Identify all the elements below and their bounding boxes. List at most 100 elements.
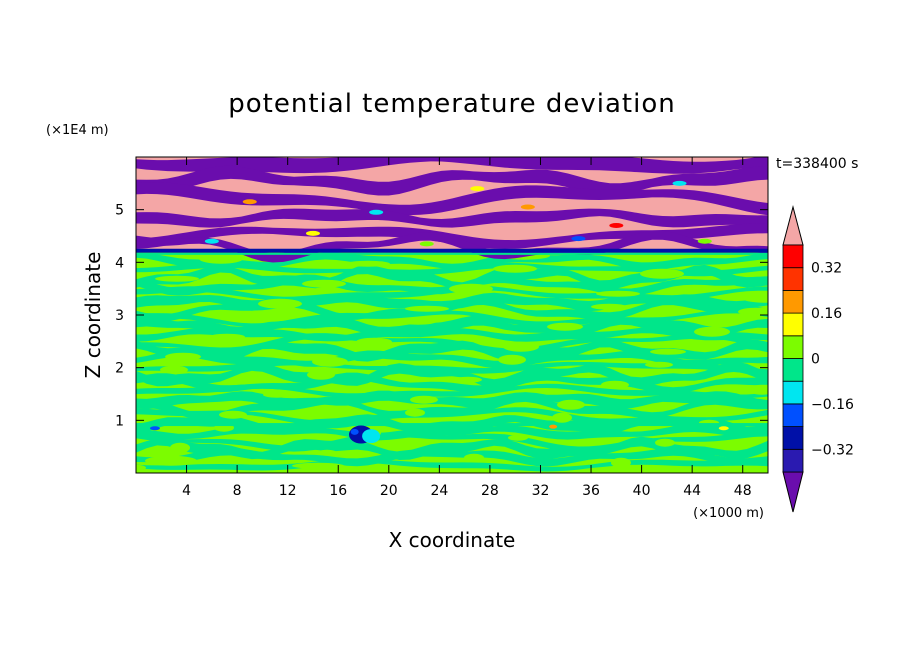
field-warm-spot <box>549 424 558 429</box>
x-tick-label: 8 <box>233 483 242 499</box>
field-blob <box>410 395 438 404</box>
field-blob <box>591 303 627 310</box>
field-band-neg <box>136 285 768 301</box>
field-fringe <box>609 222 624 228</box>
colorbar-extend-top <box>782 205 804 246</box>
field-blob <box>253 311 289 322</box>
field-blob <box>312 356 348 367</box>
y-axis: 1 2 3 4 5 <box>115 203 768 429</box>
colorbar-tick-label: −0.32 <box>811 442 854 458</box>
field-blob <box>552 412 572 423</box>
field-blob <box>145 455 197 466</box>
colorbar-tick-label: −0.16 <box>811 397 854 413</box>
plot-field <box>136 157 768 473</box>
field-band-neg <box>136 339 768 362</box>
field-thin-layer <box>136 423 768 427</box>
field-blob <box>199 253 243 264</box>
x-tick-label: 20 <box>380 483 398 499</box>
field-boundary <box>136 248 768 253</box>
field-fringe <box>470 186 485 192</box>
colorbar-tick-label: 0.16 <box>811 306 842 322</box>
y-tick-label: 5 <box>115 203 124 219</box>
colorbar-segment <box>782 358 804 382</box>
x-axis: 4 8 12 16 20 24 28 32 36 40 44 48 <box>182 157 752 499</box>
field-band-neg <box>136 252 768 271</box>
field-band-neg <box>136 430 768 452</box>
field-blob <box>655 438 675 447</box>
x-tick-label: 40 <box>633 483 651 499</box>
field-fringe <box>419 241 434 247</box>
field-blob <box>302 279 346 288</box>
colorbar-segment <box>782 426 804 450</box>
field-blob <box>694 326 730 337</box>
field-blob <box>596 290 640 297</box>
chart-title: potential temperature deviation <box>228 89 675 119</box>
field-blob <box>454 376 482 383</box>
field-blob <box>601 380 629 389</box>
field-band-neg <box>136 264 768 290</box>
field-blob <box>498 354 526 365</box>
y-axis-title: Z coordinate <box>81 252 105 379</box>
field-cool-patch <box>362 429 381 444</box>
field-band-neg <box>136 349 768 369</box>
x-tick-label: 48 <box>734 483 752 499</box>
field-blob <box>209 333 245 340</box>
field-fringe <box>697 238 712 244</box>
colorbar-extend-bottom <box>782 471 804 513</box>
field-band-neg <box>136 390 768 410</box>
field-blob <box>165 352 201 361</box>
field-band-neg <box>136 436 768 460</box>
y-tick-label: 2 <box>115 361 124 377</box>
colorbar-segment <box>782 448 804 473</box>
colorbar: 0.32 0.16 0 −0.16 −0.32 <box>782 205 854 513</box>
field-fringe <box>305 230 320 236</box>
x-tick-label: 44 <box>683 483 701 499</box>
x-unit-label: (×1000 m) <box>693 506 764 521</box>
field-blob <box>449 283 493 294</box>
colorbar-tick-label: 0 <box>811 352 820 368</box>
field-fringe <box>242 199 257 205</box>
x-tick-label: 36 <box>582 483 600 499</box>
field-fringe <box>672 180 687 186</box>
field-blob <box>704 406 732 413</box>
field-blob <box>557 399 585 410</box>
field-blob <box>170 442 190 453</box>
time-label: t=338400 s <box>776 156 858 172</box>
y-tick-label: 3 <box>115 308 124 324</box>
y-tick-label: 1 <box>115 413 124 429</box>
field-boundary-edge <box>136 252 768 255</box>
field-fringe <box>571 236 586 242</box>
field-cool-spot <box>149 426 160 431</box>
field-blob <box>650 348 686 355</box>
field-band-neg <box>136 447 768 467</box>
field-blob <box>258 298 302 309</box>
field-band-neg <box>136 407 768 426</box>
colorbar-segment <box>782 380 804 405</box>
x-axis-title: X coordinate <box>389 528 516 552</box>
field-blob <box>136 464 146 471</box>
field-fringe <box>369 209 384 215</box>
colorbar-segment <box>782 244 804 269</box>
field-band-purple <box>136 182 768 216</box>
field-blob <box>292 462 344 469</box>
field-band-neg <box>136 308 768 328</box>
field-warm-spot <box>718 426 729 431</box>
field-blob <box>748 384 768 395</box>
field-blob <box>493 264 537 273</box>
colorbar-segment <box>782 312 804 337</box>
field-band-purple <box>136 157 768 174</box>
field-blob <box>405 408 425 417</box>
colorbar-segment <box>782 403 804 427</box>
colorbar-segment <box>782 335 804 359</box>
field-blob <box>645 361 673 368</box>
field-blob <box>738 307 768 316</box>
colorbar-segment <box>782 267 804 291</box>
field-blob <box>219 410 247 419</box>
field-blob <box>160 365 188 374</box>
field-fringe <box>520 204 535 210</box>
field-blob <box>405 305 449 312</box>
field-blob <box>611 457 631 468</box>
x-tick-label: 16 <box>329 483 347 499</box>
field-cool-spot <box>350 428 359 435</box>
